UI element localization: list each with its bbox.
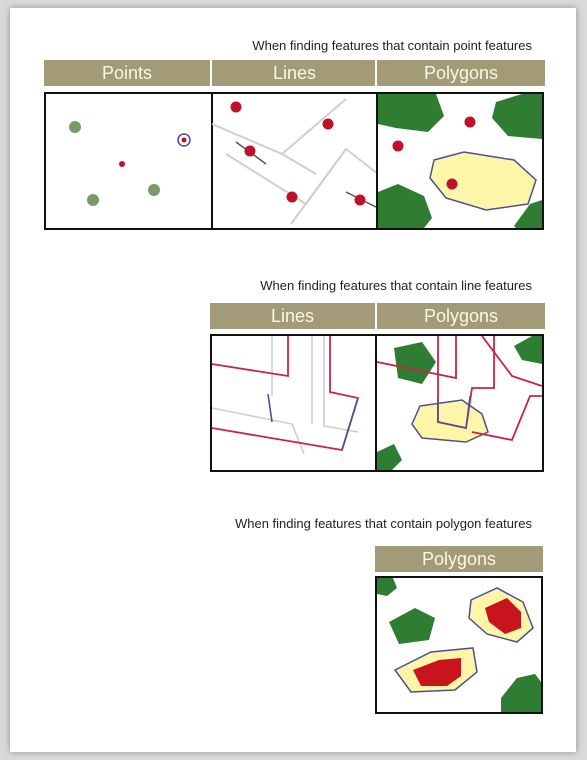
header-polygons: Polygons [375,546,543,572]
header-lines: Lines [210,303,375,329]
red-point [464,116,476,128]
faded-lines [211,98,379,225]
contained-point [446,178,458,190]
selected-point-ring [177,133,191,147]
green-polygon [378,184,432,228]
faded-lines [212,336,359,455]
contained-polygon [413,658,461,686]
polygon-features-panel [375,576,543,714]
header-polygons: Polygons [375,60,545,86]
section-1-caption: When finding features that contain point… [252,38,532,53]
green-point [69,121,81,133]
selected-polygon [429,151,537,211]
line-features-diagram [212,336,542,470]
point-features-diagram [69,94,542,228]
green-polygon [377,578,397,596]
selected-line [437,395,471,429]
green-polygon [514,200,542,228]
red-point [354,194,366,206]
green-polygon [514,336,542,364]
red-lines [212,336,360,452]
green-point [148,184,160,196]
green-polygon [378,94,444,132]
green-point [87,194,99,206]
red-point [392,140,404,152]
red-point [230,101,242,113]
contained-polygon [485,598,521,634]
green-polygon [389,608,435,644]
green-polygon [492,94,542,139]
selected-point [181,137,187,143]
red-point-small [119,161,125,167]
red-point [286,191,298,203]
line-features-panel [210,334,544,472]
header-points: Points [44,60,210,86]
header-lines: Lines [210,60,377,86]
section-3-caption: When finding features that contain polyg… [234,516,532,531]
selected-line [341,397,359,451]
red-point [244,145,256,157]
header-polygons: Polygons [375,303,545,329]
section-2-caption: When finding features that contain line … [260,278,532,293]
green-polygon [377,444,402,470]
green-polygon [394,342,436,384]
red-point [322,118,334,130]
point-features-panel [44,92,544,230]
polygon-features-diagram [377,578,541,712]
figure-sheet: When finding features that contain point… [10,8,576,752]
selected-polygon [411,399,489,443]
green-polygon [501,674,541,712]
selected-line [267,393,273,423]
